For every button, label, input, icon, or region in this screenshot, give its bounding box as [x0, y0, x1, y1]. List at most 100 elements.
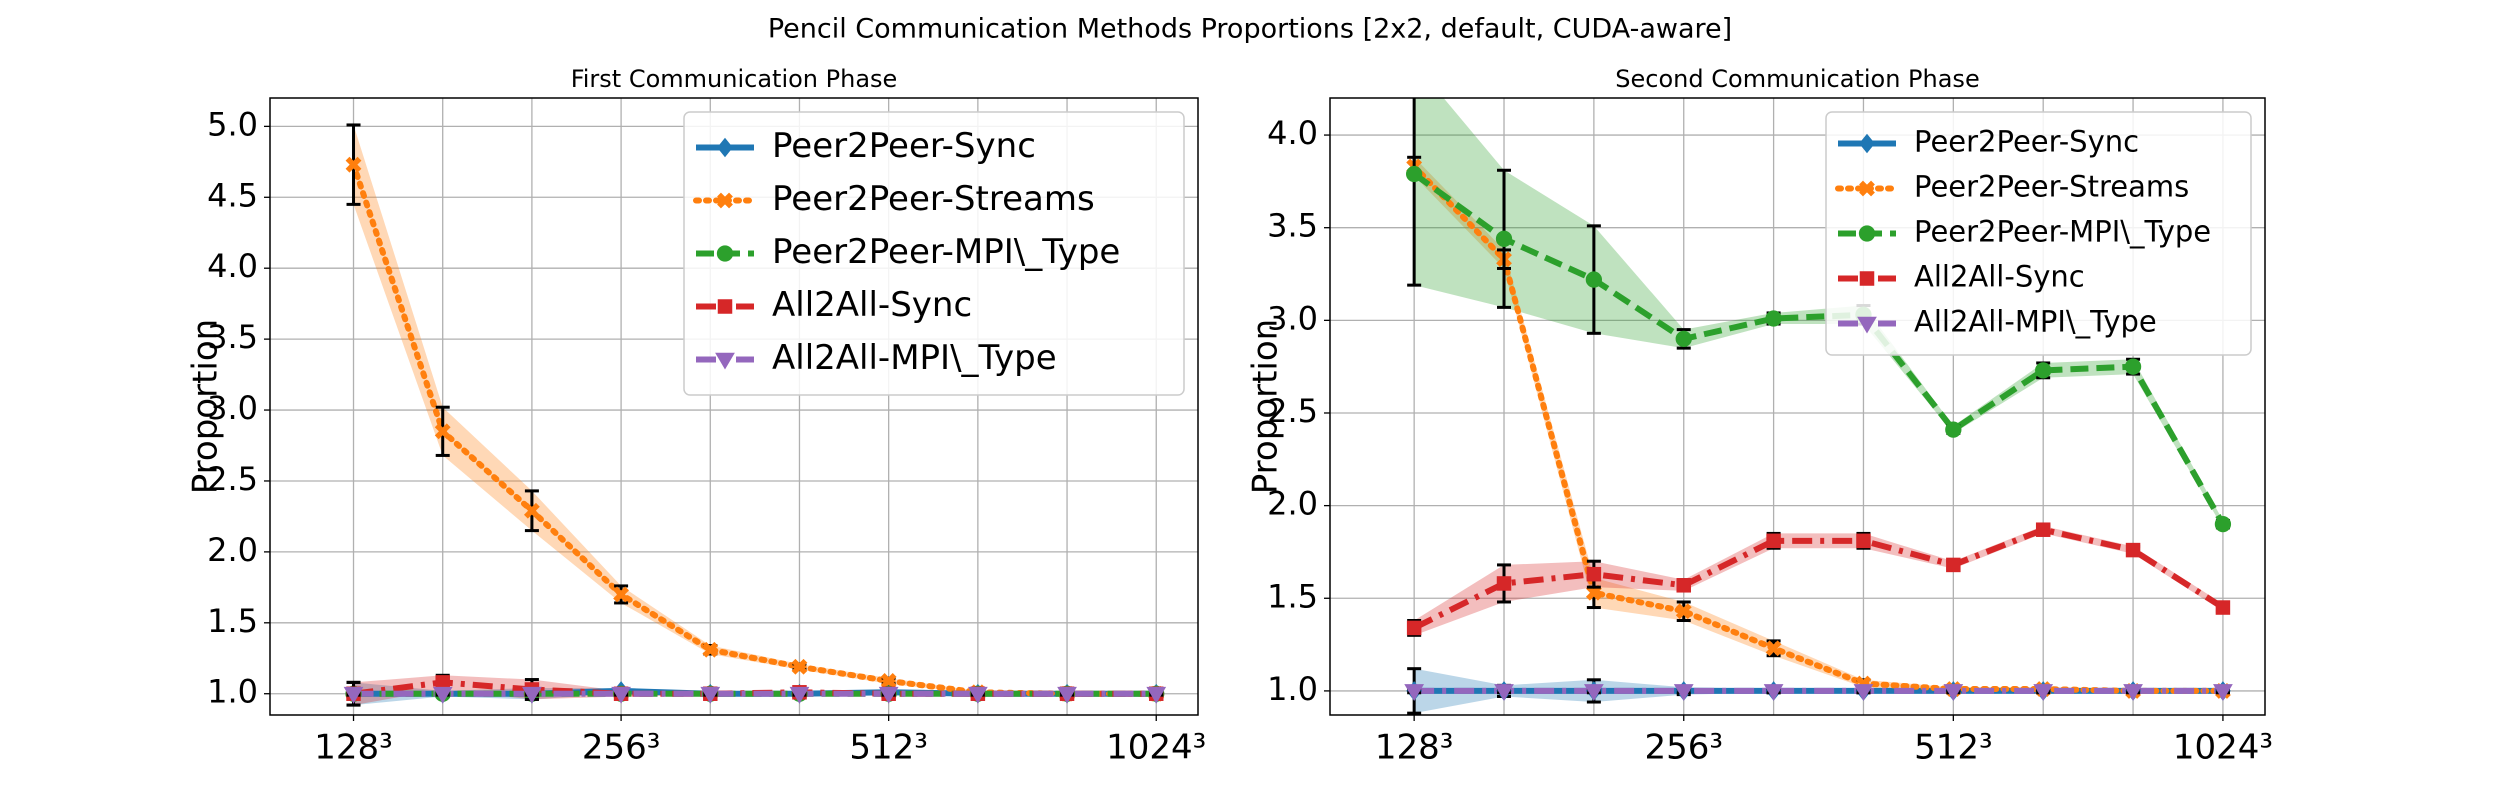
legend-marker	[716, 245, 734, 262]
data-point	[345, 156, 362, 173]
data-point	[1946, 557, 1961, 573]
data-point	[2214, 516, 2232, 533]
data-point	[2123, 684, 2143, 701]
data-point	[1585, 584, 1602, 601]
data-point	[789, 686, 810, 704]
y-tick-label: 1.5	[1267, 577, 1318, 615]
y-tick-label: 3.0	[207, 389, 258, 427]
data-point	[1406, 165, 1423, 183]
legend-label: All2All-MPI\_Type	[772, 338, 1057, 378]
y-tick-label: 2.0	[207, 531, 258, 569]
legend-marker	[717, 137, 733, 158]
data-point	[1406, 620, 1422, 636]
data-point	[1765, 310, 1782, 327]
data-point	[1495, 230, 1513, 247]
data-point	[2125, 542, 2141, 558]
data-point	[878, 686, 899, 704]
error-band	[1414, 526, 2223, 636]
y-tick-label: 1.5	[207, 602, 258, 640]
data-point	[2213, 684, 2233, 701]
data-point	[1763, 684, 1784, 701]
data-point	[2035, 362, 2052, 379]
data-point	[1584, 684, 1604, 701]
data-point	[522, 686, 542, 704]
x-tick-label: 512³	[1914, 728, 1993, 768]
legend-label: Peer2Peer-Streams	[772, 179, 1095, 219]
x-tick-label: 256³	[1644, 728, 1723, 768]
x-tick-label: 1024³	[2173, 728, 2273, 768]
data-point	[1404, 684, 1425, 701]
legend-label: Peer2Peer-Streams	[1914, 170, 2189, 204]
series-line	[1411, 163, 2226, 694]
y-tick-label: 3.0	[1267, 299, 1318, 337]
x-tick-label: 512³	[849, 728, 928, 768]
x-tick-label: 256³	[582, 728, 661, 768]
legend-marker	[715, 352, 735, 370]
legend-marker	[1859, 133, 1875, 154]
y-axis-label: Proportion	[1246, 319, 1286, 494]
data-point	[880, 673, 897, 689]
data-point	[2035, 522, 2051, 537]
data-point	[1676, 578, 1691, 593]
data-point	[700, 686, 721, 704]
x-tick-label: 128³	[314, 728, 393, 768]
legend-label: All2All-Sync	[772, 285, 972, 325]
legend-marker	[1859, 180, 1875, 197]
y-tick-label: 1.0	[1267, 670, 1318, 708]
y-tick-label: 2.0	[1267, 485, 1318, 523]
axes-frame	[269, 97, 1199, 716]
data-point	[702, 641, 719, 658]
data-point	[432, 686, 453, 704]
data-point	[1585, 271, 1603, 288]
data-point	[613, 586, 630, 603]
x-tick-label: 128³	[1375, 728, 1454, 768]
axes-frame	[1329, 97, 2266, 716]
data-point	[1673, 684, 1694, 701]
data-point	[1943, 684, 1964, 701]
legend-label: All2All-Sync	[1914, 260, 2085, 294]
y-tick-label: 4.0	[207, 247, 258, 285]
data-point	[2215, 600, 2231, 615]
legend-marker	[1857, 316, 1877, 334]
data-point	[1766, 533, 1781, 549]
data-point	[343, 686, 364, 704]
y-tick-label: 3.5	[1267, 207, 1318, 245]
legend-label: Peer2Peer-Sync	[772, 126, 1036, 166]
legend-box	[1825, 111, 2252, 356]
error-band	[353, 675, 1157, 706]
legend-label: Peer2Peer-MPI\_Type	[772, 232, 1120, 272]
y-tick-label: 4.0	[1267, 114, 1318, 152]
y-tick-label: 3.5	[207, 318, 258, 356]
data-point	[611, 686, 631, 704]
y-tick-label: 5.0	[207, 105, 258, 143]
data-point	[791, 658, 808, 675]
legend-label: All2All-MPI\_Type	[1914, 305, 2157, 339]
legend-label: Peer2Peer-MPI\_Type	[1914, 215, 2211, 249]
data-point	[2124, 358, 2142, 375]
y-tick-label: 2.5	[1267, 392, 1318, 430]
axes-title: Second Communication Phase	[1615, 65, 1979, 93]
x-tick-label: 1024³	[1106, 728, 1206, 768]
legend-marker	[717, 299, 733, 314]
y-tick-label: 1.0	[207, 673, 258, 711]
data-point	[523, 502, 540, 519]
y-tick-label: 4.5	[207, 176, 258, 214]
legend-marker	[1859, 271, 1875, 286]
y-tick-label: 2.5	[207, 460, 258, 498]
plot-area	[343, 123, 1167, 707]
axes-title: First Communication Phase	[571, 65, 898, 93]
data-point	[967, 686, 988, 704]
legend-marker	[1858, 225, 1876, 242]
error-band	[1414, 98, 2223, 528]
data-point	[1856, 533, 1871, 549]
y-axis-label: Proportion	[186, 319, 226, 494]
data-point	[1765, 640, 1782, 657]
data-point	[1945, 421, 1962, 438]
data-point	[2033, 684, 2054, 701]
data-point	[1494, 684, 1514, 701]
data-point	[434, 423, 451, 440]
series-line	[1412, 171, 2226, 526]
legend-marker	[717, 192, 733, 209]
data-point	[1057, 686, 1077, 704]
